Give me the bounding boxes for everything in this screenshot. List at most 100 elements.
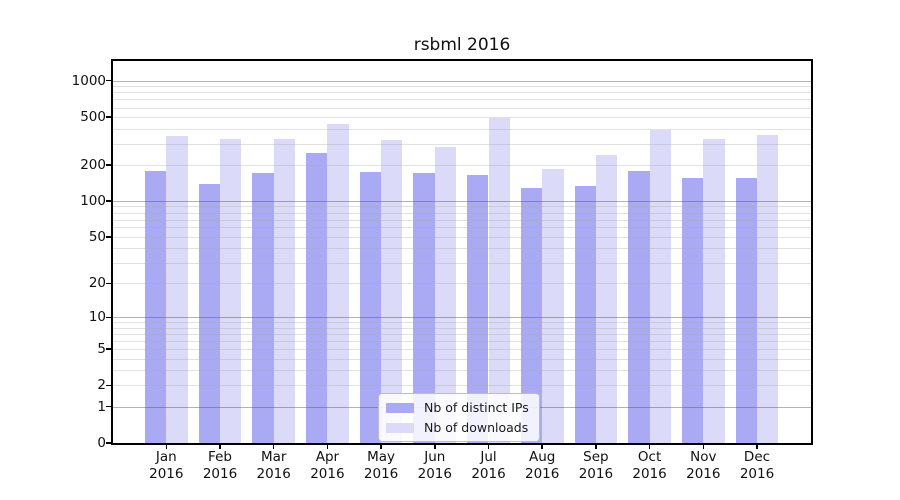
gridline-80	[113, 212, 811, 214]
y-tick-mark-1000	[106, 79, 113, 82]
x-label-oct-2016: Oct 2016	[632, 449, 667, 482]
legend-swatch-distinct-ips	[386, 402, 414, 413]
gridline-40	[113, 248, 811, 250]
plot-area: Nb of distinct IPs Nb of downloads	[111, 59, 813, 445]
bar-downloads-jan-2016	[166, 135, 188, 443]
bar-downloads-apr-2016	[327, 124, 349, 443]
gridline-20	[113, 283, 811, 285]
gridline-60	[113, 227, 811, 229]
gridline-400	[113, 128, 811, 130]
gridline-200	[113, 164, 811, 166]
x-tick-mark-feb	[219, 443, 221, 449]
legend-label-downloads: Nb of downloads	[424, 420, 529, 435]
x-label-jul-2016: Jul 2016	[471, 449, 506, 482]
gridline-1000	[113, 80, 811, 82]
y-tick-label-50: 50	[88, 228, 106, 245]
bar-distinct-ips-jul-2016	[467, 174, 489, 443]
y-tick-mark-1	[106, 405, 113, 408]
y-tick-label-2: 2	[97, 377, 106, 394]
gridline-7	[113, 334, 811, 335]
gridline-90	[113, 206, 811, 208]
gridline-800	[113, 92, 811, 94]
x-tick-mark-apr	[326, 443, 329, 449]
x-label-may-2016: May 2016	[363, 449, 399, 482]
gridline-3	[113, 370, 811, 372]
y-tick-label-1000: 1000	[71, 72, 106, 89]
legend-swatch-downloads	[386, 422, 414, 433]
y-tick-label-1: 1	[97, 398, 106, 415]
x-tick-mark-aug	[541, 443, 543, 449]
gridline-2	[113, 385, 811, 387]
x-label-jun-2016: Jun 2016	[417, 449, 452, 482]
x-label-jan-2016: Jan 2016	[149, 449, 184, 482]
x-label-nov-2016: Nov 2016	[686, 449, 721, 482]
x-tick-mark-sep	[595, 443, 597, 449]
gridline-900	[113, 86, 811, 88]
bar-downloads-mar-2016	[273, 138, 296, 443]
legend-item-downloads: Nb of downloads	[386, 420, 529, 435]
bar-distinct-ips-feb-2016	[198, 183, 220, 443]
bar-downloads-aug-2016	[542, 169, 564, 443]
y-tick-label-20: 20	[88, 275, 106, 292]
x-tick-mark-oct	[648, 443, 651, 449]
x-tick-mark-may	[380, 443, 382, 449]
gridline-70	[113, 219, 811, 221]
x-label-dec-2016: Dec 2016	[739, 449, 775, 482]
x-label-apr-2016: Apr 2016	[310, 449, 345, 482]
bar-downloads-may-2016	[381, 140, 403, 443]
x-tick-mark-jun	[434, 443, 436, 449]
x-tick-mark-mar	[272, 443, 275, 449]
gridline-600	[113, 107, 811, 109]
bar-downloads-sep-2016	[595, 154, 618, 443]
y-tick-label-500: 500	[80, 109, 106, 125]
y-tick-label-200: 200	[80, 156, 106, 173]
y-tick-mark-20	[106, 282, 113, 285]
gridline-700	[113, 99, 811, 101]
legend-item-distinct-ips: Nb of distinct IPs	[386, 400, 529, 415]
y-tick-label-10: 10	[88, 309, 106, 326]
bar-downloads-nov-2016	[703, 139, 725, 443]
gridline-6	[113, 341, 811, 342]
gridline-9	[113, 322, 811, 324]
y-tick-mark-5	[106, 348, 113, 350]
bar-downloads-dec-2016	[757, 135, 779, 443]
gridline-100	[113, 201, 811, 202]
x-label-aug-2016: Aug 2016	[525, 449, 560, 482]
legend-label-distinct-ips: Nb of distinct IPs	[424, 400, 529, 415]
y-tick-mark-2	[106, 384, 113, 387]
bar-distinct-ips-aug-2016	[520, 188, 543, 443]
gridline-300	[113, 143, 811, 145]
x-tick-mark-jan	[165, 443, 168, 449]
bar-distinct-ips-apr-2016	[306, 152, 328, 443]
y-tick-mark-200	[106, 164, 113, 166]
y-tick-mark-0	[106, 442, 113, 444]
legend: Nb of distinct IPs Nb of downloads	[378, 393, 540, 442]
bar-distinct-ips-mar-2016	[252, 173, 274, 443]
y-tick-label-100: 100	[80, 193, 106, 209]
x-label-mar-2016: Mar 2016	[256, 449, 291, 482]
bar-distinct-ips-may-2016	[359, 171, 382, 443]
gridline-500	[113, 117, 811, 118]
bar-downloads-feb-2016	[220, 138, 242, 443]
y-tick-mark-10	[106, 316, 113, 319]
bar-distinct-ips-oct-2016	[628, 171, 650, 443]
x-tick-mark-dec	[756, 443, 758, 449]
bar-distinct-ips-sep-2016	[574, 185, 596, 443]
gridline-5	[113, 349, 811, 350]
gridline-8	[113, 327, 811, 329]
x-label-sep-2016: Sep 2016	[578, 449, 614, 482]
gridline-4	[113, 358, 811, 360]
gridline-30	[113, 262, 811, 264]
bar-distinct-ips-jan-2016	[144, 171, 167, 443]
bar-downloads-oct-2016	[649, 130, 671, 443]
y-tick-mark-100	[106, 200, 113, 202]
bar-distinct-ips-jun-2016	[413, 172, 435, 443]
bar-downloads-jun-2016	[434, 147, 457, 443]
bar-distinct-ips-dec-2016	[735, 177, 757, 443]
bar-distinct-ips-nov-2016	[681, 178, 704, 443]
y-tick-label-5: 5	[97, 341, 106, 357]
x-tick-mark-nov	[702, 443, 705, 449]
y-tick-mark-50	[106, 236, 113, 238]
y-tick-label-0: 0	[97, 435, 106, 451]
